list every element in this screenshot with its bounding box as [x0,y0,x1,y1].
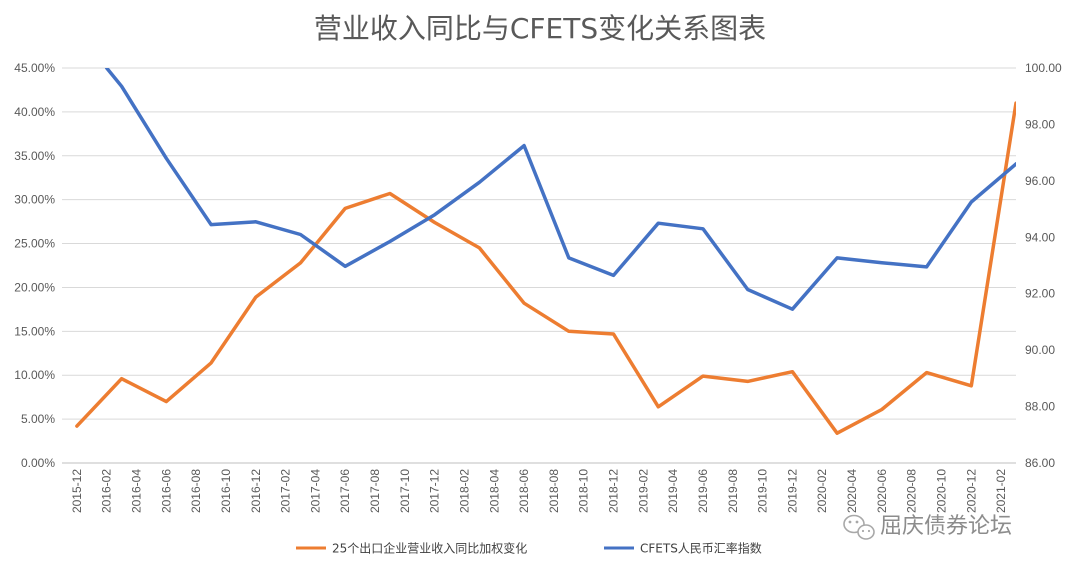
x-tick-label: 2017-06 [338,469,352,513]
series-line-cfets [104,68,1016,311]
x-tick-label: 2018-06 [517,469,531,513]
x-tick-label: 2021-02 [994,469,1008,513]
chart-title: 营业收入同比与CFETS变化关系图表 [314,12,766,45]
x-tick-label: 2018-08 [547,469,561,513]
right-tick-label: 94.00 [1025,230,1055,244]
x-tick-label: 2016-10 [219,469,233,513]
wechat-icon [843,514,875,540]
x-tick-label: 2020-04 [845,469,859,513]
x-tick-label: 2016-02 [100,469,114,513]
x-axis: 2015-12 2016-02 2016-04 2016-06 2016-08 2016-… [70,469,1008,513]
x-tick-label: 2017-10 [398,469,412,513]
x-tick-label: 2015-12 [70,469,84,513]
left-tick-label: 45.00% [14,61,55,75]
x-tick-label: 2017-12 [428,469,442,513]
x-tick-label: 2019-02 [636,469,650,513]
x-tick-label: 2017-08 [368,469,382,513]
x-tick-label: 2019-08 [726,469,740,513]
x-tick-label: 2018-04 [487,469,501,513]
x-tick-label: 2019-04 [666,469,680,513]
left-tick-label: 35.00% [14,149,55,163]
x-tick-label: 2018-12 [607,469,621,513]
x-tick-label: 2016-04 [130,469,144,513]
left-tick-label: 25.00% [14,237,55,251]
x-tick-label: 2016-12 [249,469,263,513]
gridlines [62,67,1016,464]
right-axis: 86.00 88.00 90.00 92.00 94.00 96.00 98.00 100.0… [1025,61,1062,470]
right-tick-label: 86.00 [1025,456,1055,470]
legend: 25个出口企业营业收入同比加权变化 CFETS人民币汇率指数 [296,541,762,556]
left-tick-label: 5.00% [21,412,55,426]
right-tick-label: 92.00 [1025,287,1055,301]
right-tick-label: 100.00 [1025,61,1062,75]
x-tick-label: 2019-10 [756,469,770,513]
left-tick-label: 40.00% [14,105,55,119]
right-tick-label: 96.00 [1025,174,1055,188]
x-tick-label: 2019-06 [696,469,710,513]
series-line-revenue [75,101,1016,435]
x-tick-label: 2016-08 [189,469,203,513]
x-tick-label: 2017-02 [279,469,293,513]
x-tick-label: 2018-02 [457,469,471,513]
x-tick-label: 2016-06 [159,469,173,513]
watermark: 屈庆债券论坛 [843,514,1012,540]
left-tick-label: 0.00% [21,456,55,470]
x-tick-label: 2017-04 [308,469,322,513]
x-tick-label: 2020-02 [815,469,829,513]
left-tick-label: 30.00% [14,193,55,207]
left-axis: 0.00% 5.00% 10.00% 15.00% 20.00% 25.00% 30.00%… [14,61,55,470]
legend-label-cfets: CFETS人民币汇率指数 [640,541,762,556]
watermark-text: 屈庆债券论坛 [880,514,1012,539]
x-tick-label: 2020-08 [905,469,919,513]
right-tick-label: 88.00 [1025,400,1055,414]
right-tick-label: 98.00 [1025,117,1055,131]
x-tick-label: 2020-06 [875,469,889,513]
left-tick-label: 20.00% [14,280,55,294]
legend-label-revenue: 25个出口企业营业收入同比加权变化 [332,541,527,556]
right-tick-label: 90.00 [1025,343,1055,357]
plot-area [75,67,1017,435]
x-tick-label: 2019-12 [785,469,799,513]
left-tick-label: 10.00% [14,368,55,382]
x-tick-label: 2020-12 [964,469,978,513]
x-tick-label: 2020-10 [934,469,948,513]
left-tick-label: 15.00% [14,324,55,338]
x-tick-label: 2018-10 [577,469,591,513]
